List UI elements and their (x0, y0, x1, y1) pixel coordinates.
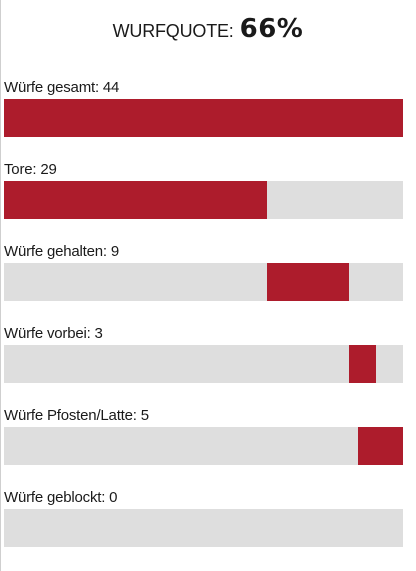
stat-row-saved-shots: Würfe gehalten: 9 (4, 242, 403, 324)
stat-row-total-shots: Würfe gesamt: 44 (4, 78, 403, 160)
stat-bar-fill (4, 181, 267, 219)
stat-row-goals: Tore: 29 (4, 160, 403, 242)
stat-label: Würfe gesamt: 44 (4, 79, 120, 96)
stat-label: Würfe geblockt: 0 (4, 489, 118, 506)
stat-label: Würfe vorbei: 3 (4, 325, 103, 342)
stat-bar-track (4, 263, 403, 301)
stat-bar-track (4, 99, 403, 137)
stat-bar-track (4, 427, 403, 465)
stat-bar-fill (349, 345, 376, 383)
shot-quota-value: 66% (239, 14, 304, 44)
shot-quota-label: WURFQUOTE: (112, 21, 234, 41)
stat-bar-track (4, 181, 403, 219)
stat-label: Tore: 29 (4, 161, 57, 178)
stat-bar-fill (358, 427, 403, 465)
stat-bar-fill (267, 263, 349, 301)
left-divider (0, 0, 1, 571)
stat-label: Würfe Pfosten/Latte: 5 (4, 407, 149, 424)
stat-label: Würfe gehalten: 9 (4, 243, 120, 260)
stat-row-post-crossbar: Würfe Pfosten/Latte: 5 (4, 406, 403, 488)
shot-quota-header: WURFQUOTE: 66% (0, 14, 416, 44)
stat-row-blocked-shots: Würfe geblockt: 0 (4, 488, 403, 570)
stat-bar-track (4, 345, 403, 383)
stat-row-missed-shots: Würfe vorbei: 3 (4, 324, 403, 406)
stat-bar-track (4, 509, 403, 547)
stat-bar-fill (4, 99, 403, 137)
shot-stats-list: Würfe gesamt: 44 Tore: 29 Würfe gehalten… (4, 78, 403, 570)
